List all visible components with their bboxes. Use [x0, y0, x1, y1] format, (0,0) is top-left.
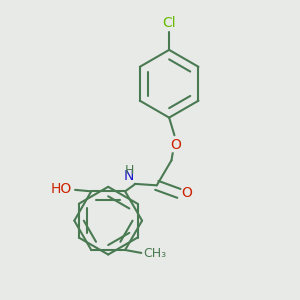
Text: HO: HO	[51, 182, 72, 196]
Text: O: O	[181, 186, 192, 200]
Text: N: N	[124, 169, 134, 183]
Text: H: H	[125, 164, 134, 177]
Text: CH₃: CH₃	[143, 247, 167, 260]
Text: Cl: Cl	[162, 16, 176, 30]
Text: O: O	[170, 138, 181, 152]
